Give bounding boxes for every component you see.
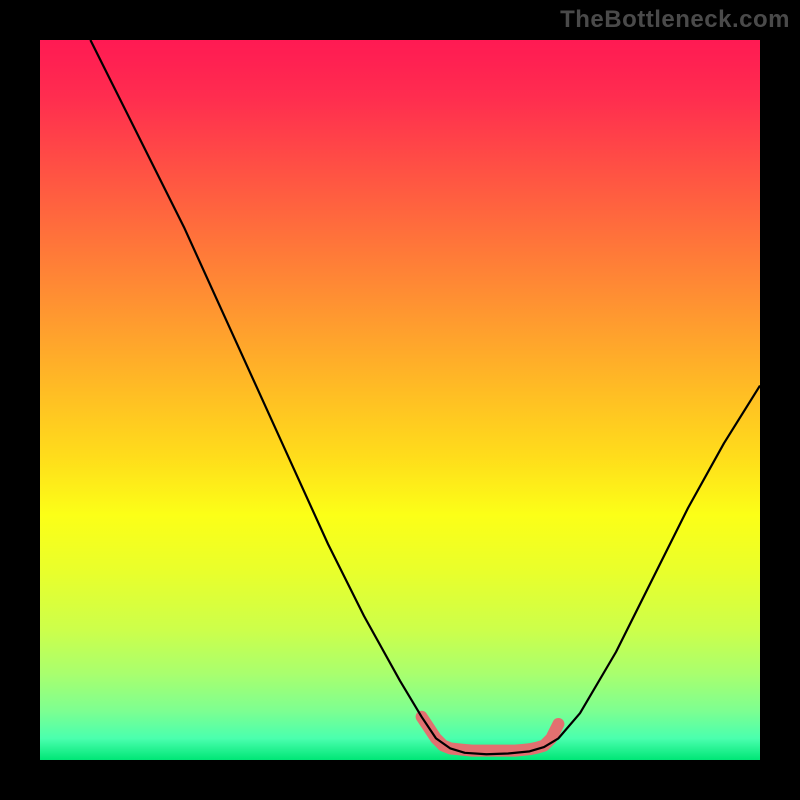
plot-background: [40, 40, 760, 760]
chart-frame: TheBottleneck.com: [0, 0, 800, 800]
bottleneck-curve-plot: [0, 0, 800, 800]
